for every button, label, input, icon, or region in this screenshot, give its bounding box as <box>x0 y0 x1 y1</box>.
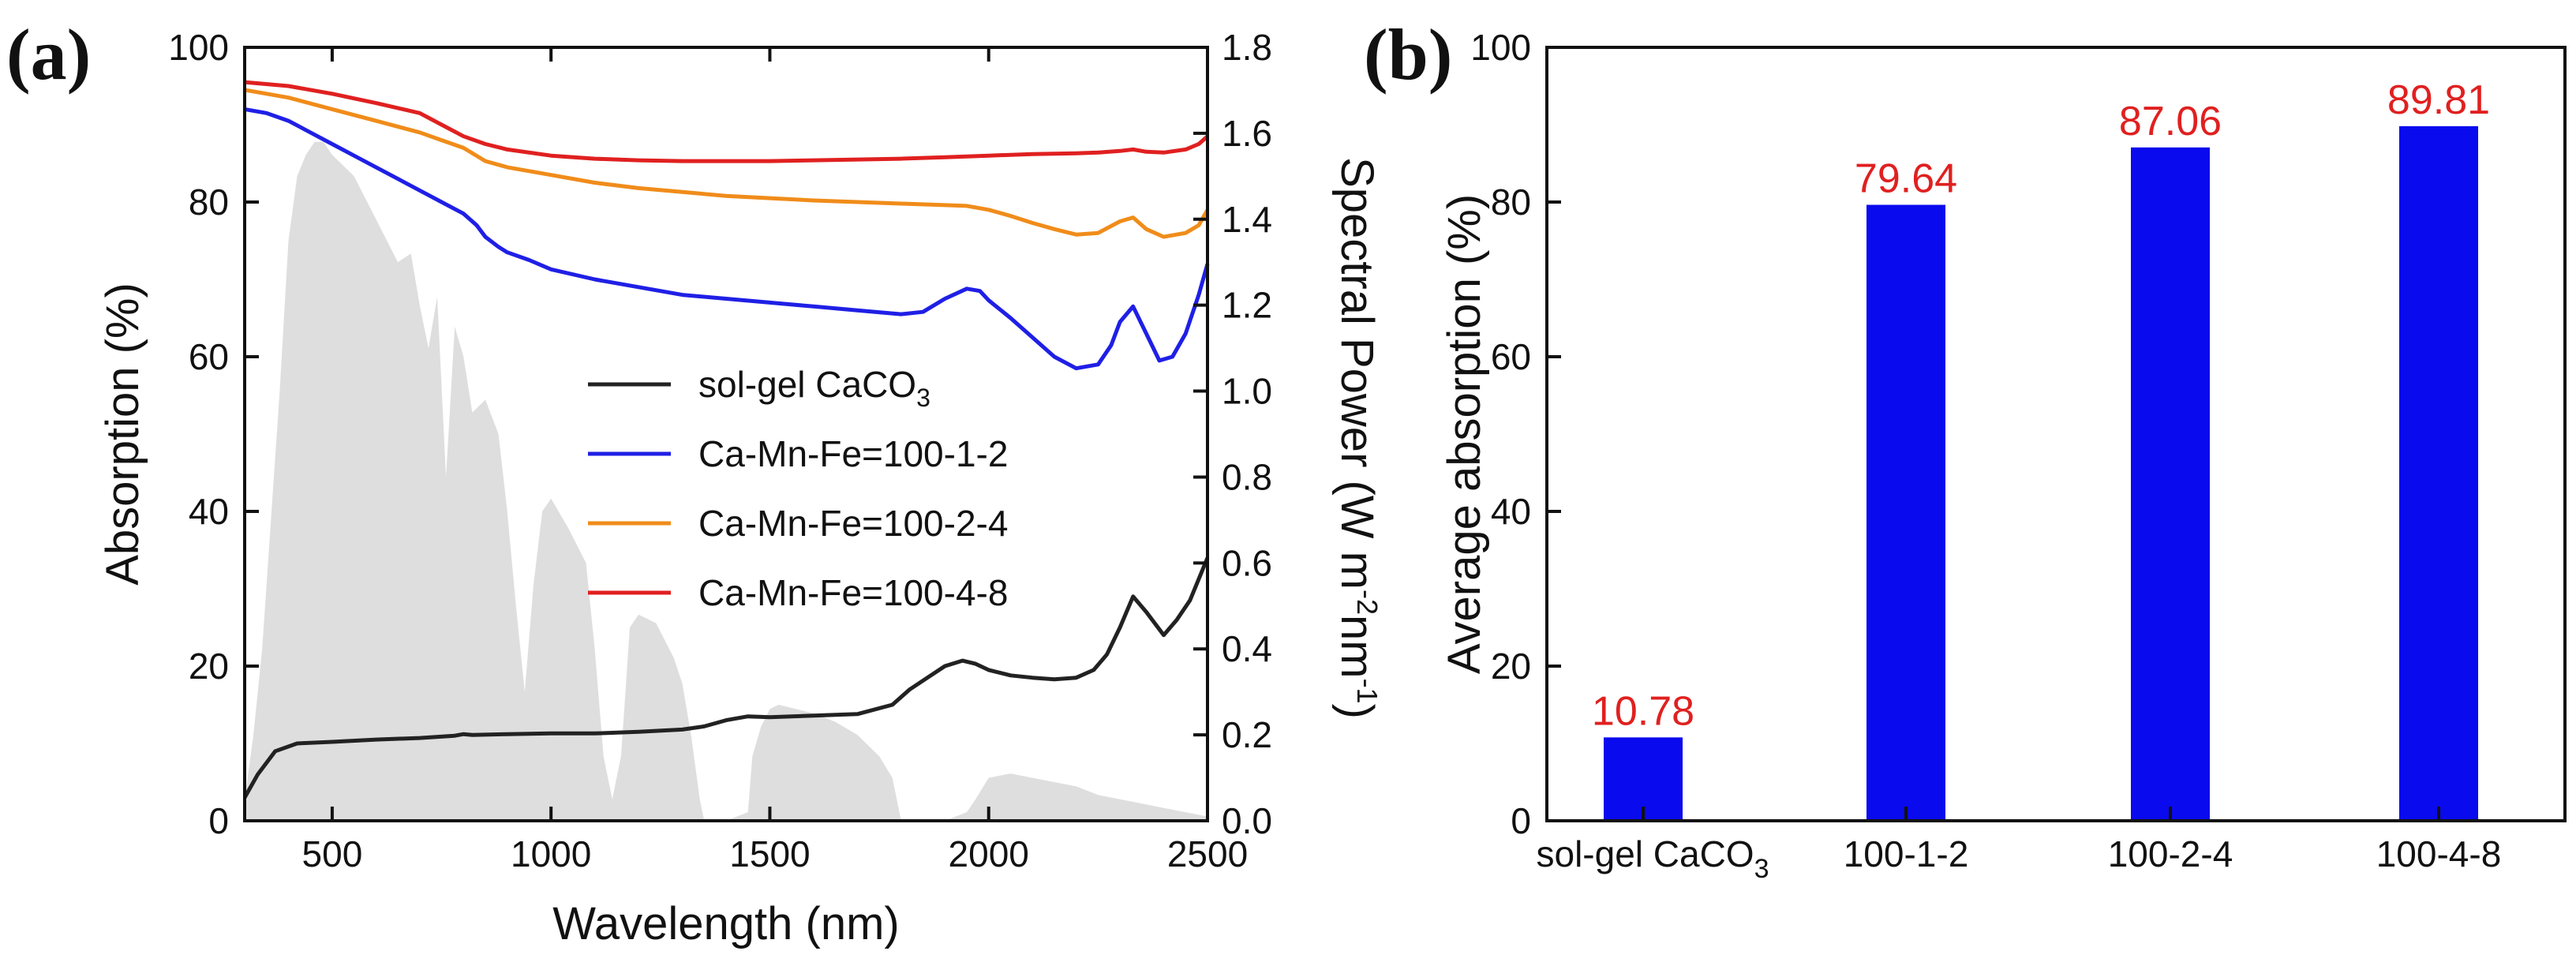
panel-a-y-axis-label: Absorption (%) <box>97 283 148 586</box>
x-tick-label-2000: 2000 <box>949 833 1029 874</box>
x-tick-label-500: 500 <box>302 833 363 874</box>
panel-b: (b) 10.78 79.64 87.06 89.81 0 20 40 60 80 100 so… <box>1364 14 2567 884</box>
panel-b-frame <box>1545 46 2567 822</box>
category-label-main-1: sol-gel CaCO <box>1536 833 1754 874</box>
series-line-sol-gel-caco3 <box>242 556 1210 799</box>
y2-tick-label-1-2: 1.2 <box>1222 285 1272 326</box>
series-line-ca-mn-fe-100-1-2 <box>244 107 1210 371</box>
y-tick-label-0: 0 <box>1511 800 1531 841</box>
legend-label-main-2: Ca-Mn-Fe=100-1-2 <box>698 433 1008 474</box>
y2-tick-label-0-0: 0.0 <box>1222 800 1272 841</box>
y2-label-mid: nm <box>1331 615 1383 679</box>
panel-a-label: (a) <box>6 14 91 95</box>
panel-b-label: (b) <box>1364 14 1452 95</box>
panel-a-x-axis-label: Wavelength (nm) <box>552 898 899 949</box>
y2-tick-label-0-4: 0.4 <box>1222 628 1272 669</box>
panel-a-plot-area <box>242 80 1210 822</box>
panel-b-category-labels: sol-gel CaCO3 100-1-2 100-2-4 100-4-8 <box>1536 807 2501 884</box>
x-tick-label-1000: 1000 <box>511 833 591 874</box>
panel-b-y-axis-label: Average absorption (%) <box>1439 194 1490 674</box>
legend-label-3: Ca-Mn-Fe=100-2-4 <box>698 503 1008 544</box>
y2-tick-label-1-0: 1.0 <box>1222 371 1272 412</box>
bar-value-label-3: 87.06 <box>2119 99 2222 144</box>
y2-tick-label-1-4: 1.4 <box>1222 199 1272 240</box>
y-tick-label-40: 40 <box>1491 491 1531 532</box>
panel-b-y-ticks: 0 20 40 60 80 100 <box>1470 27 1561 841</box>
solar-spectrum-area <box>245 141 1208 822</box>
y-tick-label-40: 40 <box>189 491 229 532</box>
x-tick-label-1500: 1500 <box>729 833 810 874</box>
bar-3 <box>2131 147 2210 821</box>
y-tick-label-80: 80 <box>189 182 229 223</box>
legend-label-4: Ca-Mn-Fe=100-4-8 <box>698 572 1008 613</box>
category-label-sub-1: 3 <box>1754 854 1769 884</box>
bar-2 <box>1866 204 1945 821</box>
legend-label-sub-1: 3 <box>916 384 930 412</box>
legend-label-1: sol-gel CaCO3 <box>698 364 930 412</box>
y2-label-sup1: -2 <box>1351 590 1383 615</box>
series-line-ca-mn-fe-100-4-8 <box>244 80 1209 163</box>
y-tick-label-60: 60 <box>1491 336 1531 377</box>
bar-value-label-4: 89.81 <box>2387 77 2490 123</box>
bar-value-label-1: 10.78 <box>1592 688 1694 734</box>
panel-b-plot-area: 10.78 79.64 87.06 89.81 <box>1592 77 2490 821</box>
category-label-1: sol-gel CaCO3 <box>1536 833 1769 884</box>
panel-a-x-ticks: 500 1000 1500 2000 2500 <box>302 47 1248 874</box>
x-tick-label-2500: 2500 <box>1167 833 1248 874</box>
y2-tick-label-1-8: 1.8 <box>1222 27 1272 68</box>
legend-label-main-1: sol-gel CaCO <box>698 364 916 405</box>
y2-tick-label-1-6: 1.6 <box>1222 113 1272 154</box>
category-label-2: 100-1-2 <box>1844 833 1969 874</box>
category-label-main-2: 100-1-2 <box>1844 833 1969 874</box>
panel-a: (a) 500 1000 1500 2000 2500 0 20 40 60 80 100 0.0… <box>6 14 1383 949</box>
y2-tick-label-0-6: 0.6 <box>1222 542 1272 583</box>
y-tick-label-100: 100 <box>1470 27 1531 68</box>
y2-tick-label-0-2: 0.2 <box>1222 714 1272 755</box>
y2-label-end: ) <box>1331 704 1383 719</box>
legend-label-2: Ca-Mn-Fe=100-1-2 <box>698 433 1008 474</box>
category-label-3: 100-2-4 <box>2108 833 2233 874</box>
y-tick-label-20: 20 <box>189 646 229 687</box>
panel-a-legend: sol-gel CaCO3 Ca-Mn-Fe=100-1-2 Ca-Mn-Fe=10… <box>588 364 1008 613</box>
y-tick-label-0: 0 <box>208 800 229 841</box>
panel-a-y2-ticks: 0.0 0.2 0.4 0.6 0.8 1.0 1.2 1.4 1.6 1.8 <box>1193 27 1272 841</box>
y-tick-label-20: 20 <box>1491 646 1531 687</box>
panel-a-y-ticks: 0 20 40 60 80 100 <box>168 27 259 841</box>
category-label-main-3: 100-2-4 <box>2108 833 2233 874</box>
y-tick-label-80: 80 <box>1491 182 1531 223</box>
category-label-4: 100-4-8 <box>2376 833 2502 874</box>
category-label-main-4: 100-4-8 <box>2376 833 2502 874</box>
legend-label-main-3: Ca-Mn-Fe=100-2-4 <box>698 503 1008 544</box>
y-tick-label-60: 60 <box>189 336 229 377</box>
series-line-ca-mn-fe-100-2-4 <box>244 88 1210 239</box>
y2-label-main: Spectral Power (W m <box>1331 157 1383 590</box>
bar-4 <box>2399 125 2478 821</box>
legend-label-main-4: Ca-Mn-Fe=100-4-8 <box>698 572 1008 613</box>
y2-tick-label-0-8: 0.8 <box>1222 456 1272 497</box>
y2-label-sup2: -1 <box>1351 679 1383 704</box>
bar-value-label-2: 79.64 <box>1855 156 1957 202</box>
panel-a-frame <box>243 46 1209 822</box>
panel-a-y2-axis-label: Spectral Power (W m-2nm-1) <box>1331 157 1383 719</box>
y-tick-label-100: 100 <box>168 27 229 68</box>
